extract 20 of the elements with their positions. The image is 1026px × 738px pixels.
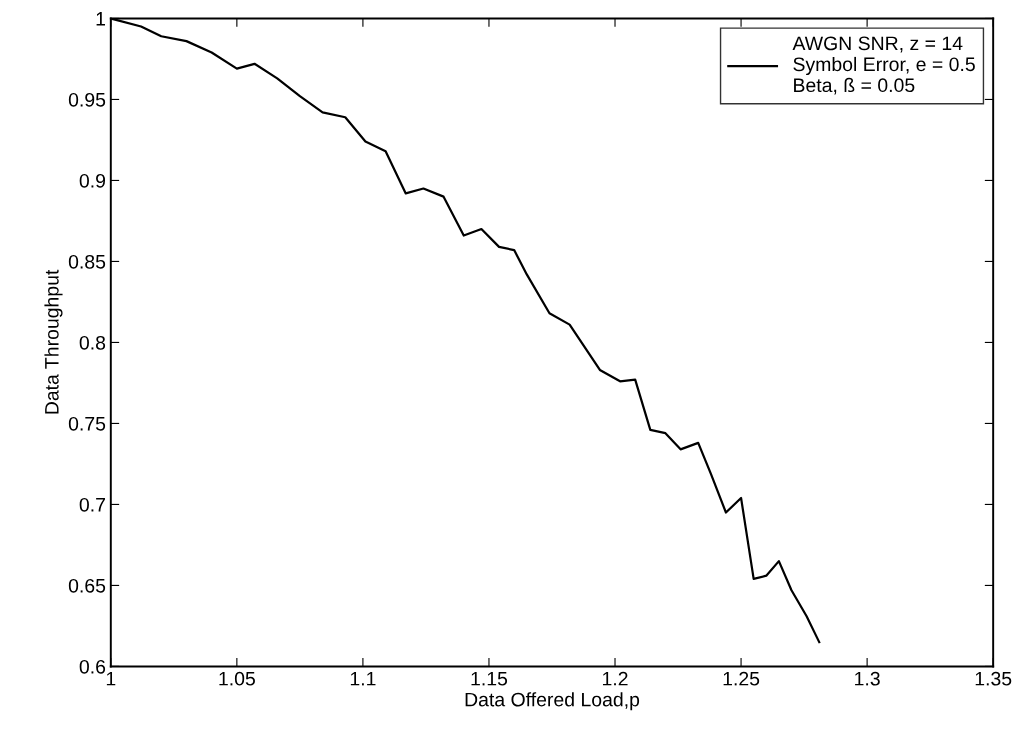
y-tick-label: 0.65 bbox=[68, 578, 106, 593]
x-tick-label: 1.25 bbox=[723, 671, 760, 686]
x-tick-label: 1.05 bbox=[219, 671, 255, 686]
x-tick-label: 1.35 bbox=[975, 671, 1012, 686]
y-tick-label: 0.85 bbox=[68, 254, 106, 269]
legend-label: AWGN SNR, z = 14 Symbol Error, e = 0.5 Beta, ß = 0.05 bbox=[792, 36, 975, 95]
y-axis-title: Data Throughput bbox=[44, 269, 63, 414]
y-tick-label: 0.8 bbox=[79, 335, 106, 350]
y-tick-label: 0.7 bbox=[79, 497, 105, 512]
y-tick-label: 0.9 bbox=[79, 173, 106, 188]
y-tick-label: 0.95 bbox=[68, 92, 106, 107]
y-tick-label: 1 bbox=[96, 12, 105, 26]
x-tick-label: 1.1 bbox=[350, 671, 376, 686]
y-tick-label: 0.6 bbox=[79, 659, 106, 674]
x-tick-label: 1 bbox=[106, 671, 116, 686]
x-tick-label: 1.2 bbox=[602, 671, 628, 686]
x-axis-title: Data Offered Load,p bbox=[465, 692, 640, 711]
y-tick-label: 0.75 bbox=[68, 416, 106, 431]
x-tick-label: 1.15 bbox=[471, 671, 508, 686]
x-tick-label: 1.3 bbox=[855, 671, 880, 686]
